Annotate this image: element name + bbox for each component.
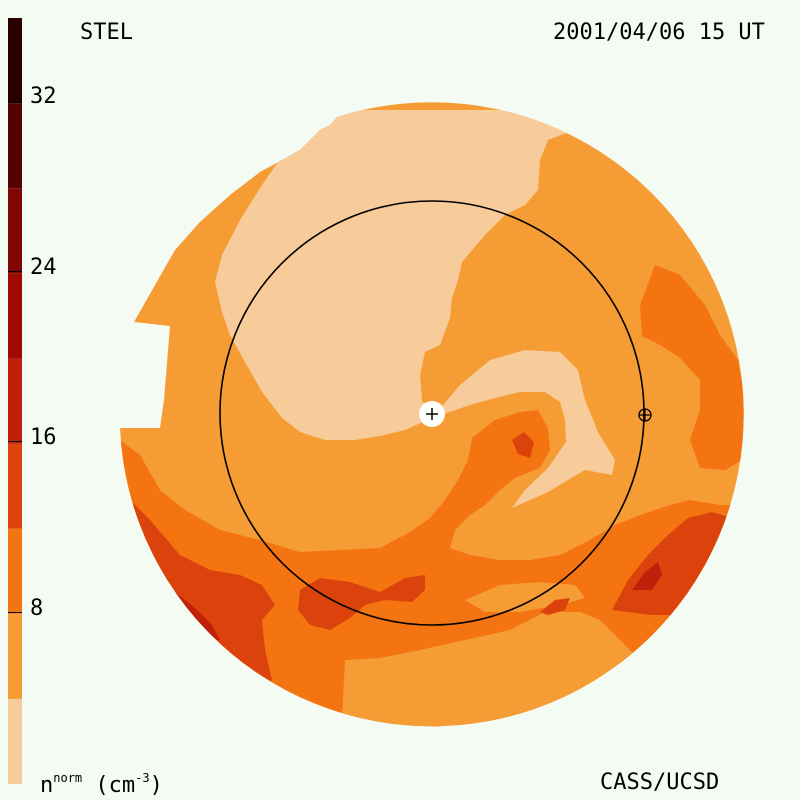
unit-exponent: -3 (135, 771, 150, 785)
colorbar-band-8 (8, 18, 22, 104)
map-region-core-west (175, 592, 220, 640)
colorbar-tick-mark-8 (8, 612, 22, 613)
colorbar-tick-mark-16 (8, 441, 22, 442)
unit-open: (cm (82, 773, 136, 798)
reference-orbit-circle (219, 200, 645, 626)
colorbar-band-3 (8, 443, 22, 529)
colorbar-tick-label-32: 32 (30, 84, 57, 109)
colorbar-tick-mark-24 (8, 271, 22, 272)
map-region-light-east (432, 350, 615, 508)
colorbar-band-0 (8, 698, 22, 784)
colorbar-tick-label-8: 8 (30, 596, 44, 621)
quantity-superscript: norm (53, 771, 83, 785)
map-region-dark-east (640, 265, 744, 470)
map-region-light-north (215, 110, 575, 440)
color-scale-bar (8, 18, 22, 784)
map-region-darker-southwest (120, 490, 275, 700)
credit-label: CASS/UCSD (600, 770, 720, 795)
map-region-core-east (632, 562, 662, 590)
timestamp-label: 2001/04/06 15 UT (553, 20, 765, 45)
colorbar-tick-label-16: 16 (30, 425, 57, 450)
colorbar-band-1 (8, 613, 22, 699)
quantity-unit-label: nnorm (cm-3) (40, 772, 163, 797)
colorbar-tick-mark-32 (8, 101, 22, 102)
colorbar-band-5 (8, 273, 22, 359)
colorbar-band-4 (8, 358, 22, 444)
quantity-symbol: n (40, 773, 54, 798)
colorbar-band-6 (8, 188, 22, 274)
unit-close: ) (149, 773, 163, 798)
colorbar-tick-label-24: 24 (30, 255, 57, 280)
colorbar-band-2 (8, 528, 22, 614)
map-region-darker-spot (540, 598, 570, 615)
instrument-label: STEL (80, 20, 133, 45)
map-region-darker-southcentral (298, 575, 425, 630)
colorbar-band-7 (8, 103, 22, 189)
map-region-core-center (512, 432, 534, 458)
